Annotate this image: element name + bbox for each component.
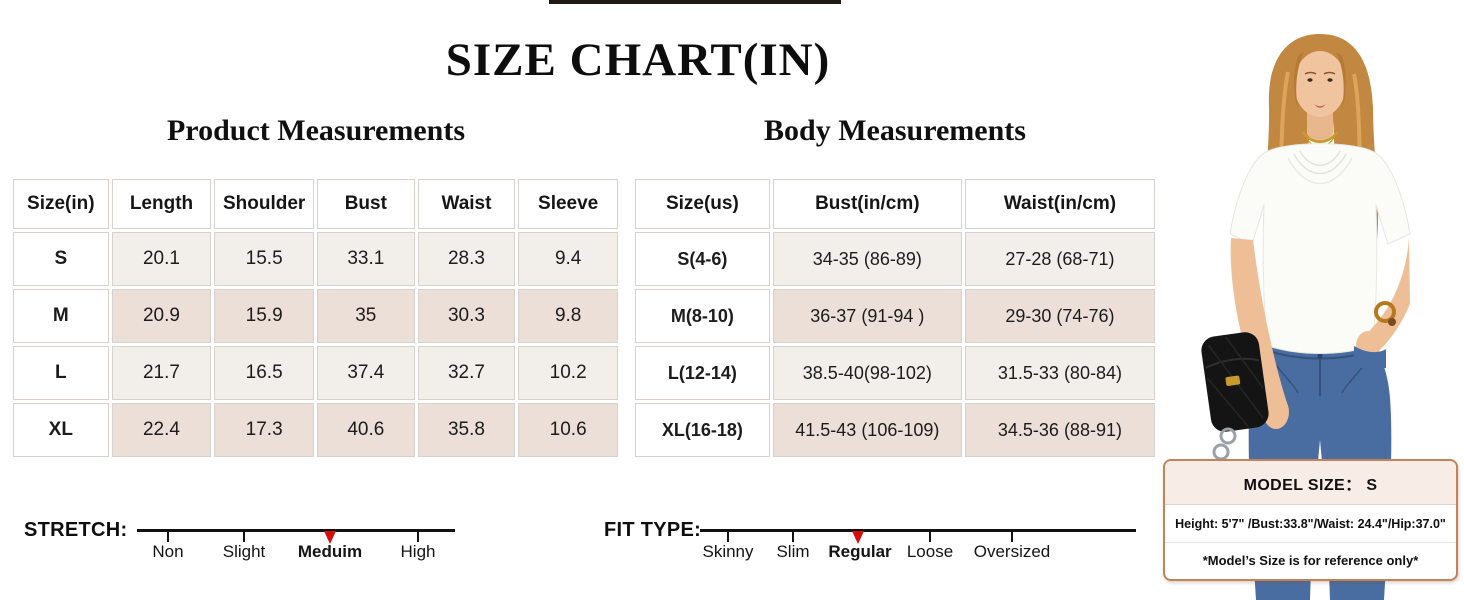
page-title: SIZE CHART(IN): [445, 34, 831, 86]
cell: 30.3: [417, 289, 516, 343]
cell: L(12-14): [635, 346, 770, 400]
model-measurements: Height: 5'7" /Bust:33.8"/Waist: 24.4"/Hi…: [1165, 505, 1456, 543]
fit-option: Oversized: [973, 542, 1051, 561]
column-header: Size(us): [635, 179, 770, 229]
table-row: XL 22.4 17.3 40.6 35.8 10.6: [13, 403, 618, 457]
stretch-label: STRETCH:: [24, 519, 128, 541]
cell: 40.6: [316, 403, 415, 457]
cell: 15.9: [214, 289, 314, 343]
model-size-box: MODEL SIZE： S Height: 5'7" /Bust:33.8"/W…: [1163, 459, 1458, 581]
cell: 37.4: [316, 346, 415, 400]
fit-scale-line: [700, 529, 1136, 532]
stretch-tick: [167, 529, 169, 542]
cell: 32.7: [417, 346, 516, 400]
cell: 15.5: [214, 232, 314, 286]
cell: 27-28 (68-71): [964, 232, 1155, 286]
cell: 31.5-33 (80-84): [964, 346, 1155, 400]
model-size-label: MODEL SIZE： S: [1165, 461, 1456, 505]
table-row: S(4-6) 34-35 (86-89) 27-28 (68-71): [635, 232, 1155, 286]
cell: S(4-6): [635, 232, 770, 286]
cell: 35.8: [417, 403, 516, 457]
fit-option-selected: Regular: [828, 542, 892, 561]
body-measurements-heading: Body Measurements: [764, 114, 1026, 147]
fit-tick: [1011, 529, 1013, 542]
product-measurements-heading: Product Measurements: [166, 114, 465, 147]
body-measurements-table: Size(us) Bust(in/cm) Waist(in/cm) S(4-6)…: [632, 176, 1158, 460]
cell: L: [13, 346, 109, 400]
stretch-option: Slight: [222, 542, 266, 561]
top-divider-rule: [549, 0, 841, 4]
cell: XL: [13, 403, 109, 457]
stretch-scale-line: [137, 529, 455, 532]
stretch-marker-icon: [324, 531, 336, 544]
table-row: M(8-10) 36-37 (91-94 ) 29-30 (74-76): [635, 289, 1155, 343]
stretch-option: Non: [152, 542, 184, 561]
table-row: L 21.7 16.5 37.4 32.7 10.2: [13, 346, 618, 400]
table-row: L(12-14) 38.5-40(98-102) 31.5-33 (80-84): [635, 346, 1155, 400]
stretch-option-selected: Meduim: [297, 542, 363, 561]
cell: 10.6: [518, 403, 618, 457]
cell: 41.5-43 (106-109): [772, 403, 962, 457]
cell: S: [13, 232, 109, 286]
column-header: Size(in): [13, 179, 109, 229]
fit-tick: [727, 529, 729, 542]
cell: 9.4: [518, 232, 618, 286]
column-header: Bust(in/cm): [772, 179, 962, 229]
cell: 34.5-36 (88-91): [964, 403, 1155, 457]
table-row: S 20.1 15.5 33.1 28.3 9.4: [13, 232, 618, 286]
column-header: Waist: [417, 179, 516, 229]
cell: 21.7: [111, 346, 212, 400]
cell: M: [13, 289, 109, 343]
cell: 20.9: [111, 289, 212, 343]
cell: 35: [316, 289, 415, 343]
stretch-tick: [243, 529, 245, 542]
column-header: Shoulder: [214, 179, 314, 229]
cell: 9.8: [518, 289, 618, 343]
fit-option: Loose: [906, 542, 954, 561]
column-header: Length: [111, 179, 212, 229]
table-header-row: Size(us) Bust(in/cm) Waist(in/cm): [635, 179, 1155, 229]
column-header: Waist(in/cm): [964, 179, 1155, 229]
column-header: Bust: [316, 179, 415, 229]
cell: 33.1: [316, 232, 415, 286]
column-header: Sleeve: [518, 179, 618, 229]
fit-tick: [929, 529, 931, 542]
cell: 29-30 (74-76): [964, 289, 1155, 343]
cell: XL(16-18): [635, 403, 770, 457]
fit-tick: [792, 529, 794, 542]
table-row: M 20.9 15.9 35 30.3 9.8: [13, 289, 618, 343]
cell: 22.4: [111, 403, 212, 457]
cell: 36-37 (91-94 ): [772, 289, 962, 343]
cell: 10.2: [518, 346, 618, 400]
fit-type-label: FIT TYPE:: [604, 519, 702, 541]
cell: M(8-10): [635, 289, 770, 343]
cell: 16.5: [214, 346, 314, 400]
fit-marker-icon: [852, 531, 864, 544]
product-measurements-table: Size(in) Length Shoulder Bust Waist Slee…: [10, 176, 621, 460]
model-size-note: *Model’s Size is for reference only*: [1202, 553, 1419, 568]
cell: 20.1: [111, 232, 212, 286]
fit-option: Skinny: [702, 542, 754, 561]
stretch-option: High: [400, 542, 436, 561]
cell: 17.3: [214, 403, 314, 457]
stretch-tick: [417, 529, 419, 542]
cell: 28.3: [417, 232, 516, 286]
fit-option: Slim: [776, 542, 810, 561]
table-header-row: Size(in) Length Shoulder Bust Waist Slee…: [13, 179, 618, 229]
cell: 34-35 (86-89): [772, 232, 962, 286]
table-row: XL(16-18) 41.5-43 (106-109) 34.5-36 (88-…: [635, 403, 1155, 457]
cell: 38.5-40(98-102): [772, 346, 962, 400]
